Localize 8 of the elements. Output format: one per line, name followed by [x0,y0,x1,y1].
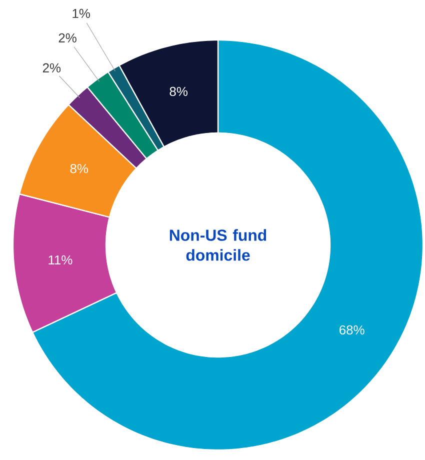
text: Non-US fund domicile [170,229,266,261]
data-label: 8% [70,164,88,174]
data-label: 1% [72,8,90,18]
data-label: 8% [170,86,188,96]
data-label: 2% [58,33,76,42]
data-label: 68% [340,325,364,335]
data-label: 11% [48,255,72,264]
data-label: 2% [42,63,61,72]
